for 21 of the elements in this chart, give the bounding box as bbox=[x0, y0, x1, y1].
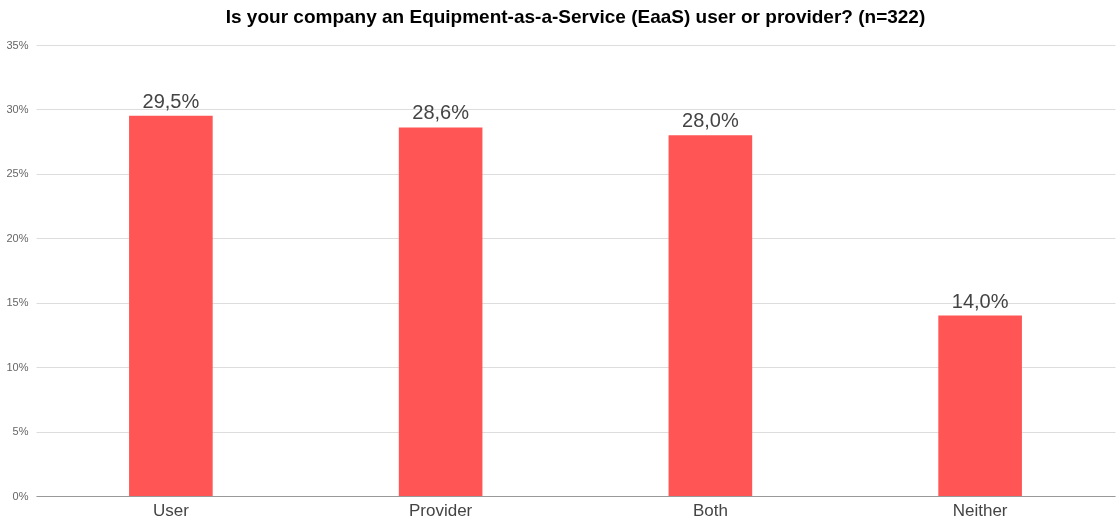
y-tick-label: 20% bbox=[6, 231, 29, 244]
y-tick-label: 35% bbox=[6, 38, 29, 51]
y-tick-label: 10% bbox=[6, 360, 29, 373]
bar bbox=[668, 135, 753, 496]
x-tick-label: Provider bbox=[408, 500, 473, 520]
y-tick-label: 5% bbox=[12, 425, 29, 438]
data-label: 14,0% bbox=[951, 289, 1009, 312]
chart-title: Is your company an Equipment-as-a-Service (EaaS) user or provider? (n=322) bbox=[225, 6, 926, 27]
y-tick-label: 30% bbox=[6, 102, 29, 115]
data-label: 29,5% bbox=[142, 89, 200, 112]
bar bbox=[398, 127, 483, 496]
y-tick-label: 0% bbox=[12, 489, 29, 502]
bar bbox=[129, 115, 213, 496]
data-label: 28,6% bbox=[412, 101, 470, 124]
bar bbox=[938, 315, 1022, 496]
data-label: 28,0% bbox=[682, 109, 739, 132]
x-tick-label: Both bbox=[692, 500, 728, 520]
y-tick-label: 25% bbox=[6, 167, 29, 180]
x-tick-label: Neither bbox=[952, 500, 1008, 520]
y-tick-label: 15% bbox=[6, 296, 29, 309]
x-tick-label: User bbox=[152, 500, 190, 520]
